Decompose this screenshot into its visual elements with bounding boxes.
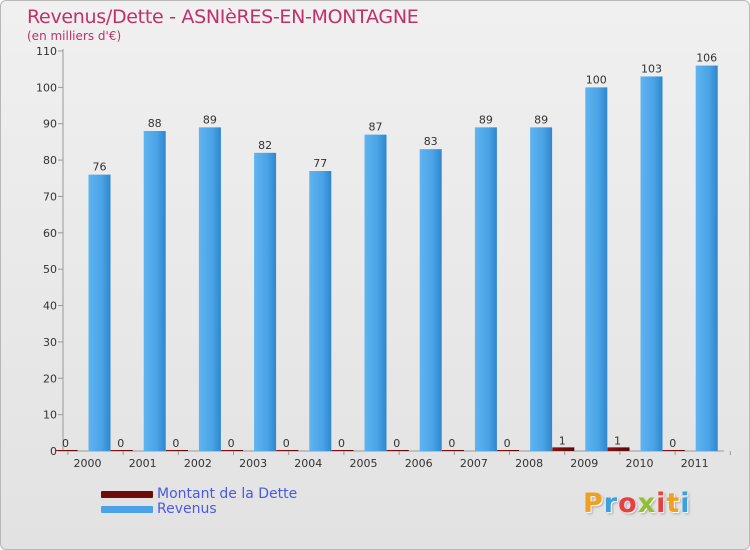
- x-tick-label: 2001: [129, 457, 157, 470]
- revenus-data-label: 106: [696, 52, 717, 65]
- dette-data-label: 0: [283, 437, 290, 450]
- revenus-bar: [530, 127, 553, 451]
- dette-data-label: 0: [62, 437, 69, 450]
- dette-data-label: 0: [393, 437, 400, 450]
- revenus-data-label: 76: [93, 161, 107, 174]
- dette-bar: [276, 450, 299, 451]
- bar-layer: [55, 65, 718, 452]
- logo-letter: i: [656, 488, 667, 519]
- legend-swatch-revenus: [101, 505, 153, 513]
- dette-data-label: 0: [117, 437, 124, 450]
- revenus-bar: [474, 127, 497, 451]
- x-tick-label: 2004: [294, 457, 322, 470]
- revenus-bar: [309, 171, 332, 451]
- chart-title: Revenus/Dette - ASNIèRES-EN-MONTAGNE: [27, 6, 419, 28]
- revenus-data-label: 100: [586, 73, 607, 86]
- chart-subtitle: (en milliers d'€): [27, 29, 122, 43]
- dette-bar: [441, 450, 464, 451]
- y-tick-label: 40: [43, 300, 57, 313]
- x-tick-label: 2009: [570, 457, 598, 470]
- dette-bar: [497, 450, 520, 451]
- legend-swatch-dette: [101, 490, 153, 498]
- revenus-bar: [88, 174, 111, 452]
- proxiti-logo: Proxiti: [583, 488, 691, 519]
- revenus-data-label: 83: [424, 135, 438, 148]
- dette-data-label: 0: [172, 437, 179, 450]
- y-tick-label: 100: [36, 81, 57, 94]
- x-tick-label: 2000: [74, 457, 102, 470]
- y-tick-label: 10: [43, 409, 57, 422]
- dette-data-label: 0: [669, 437, 676, 450]
- x-tick-label: 2007: [460, 457, 488, 470]
- dette-data-label: 1: [559, 434, 566, 447]
- x-tick-label: 2002: [184, 457, 212, 470]
- revenus-bar: [364, 134, 387, 452]
- dette-data-label: 0: [338, 437, 345, 450]
- y-tick-label: 60: [43, 227, 57, 240]
- y-tick-label: 70: [43, 190, 57, 203]
- dette-data-label: 1: [614, 434, 621, 447]
- y-tick-label: 90: [43, 118, 57, 131]
- dette-bar: [221, 450, 244, 451]
- logo-letter: r: [603, 488, 619, 519]
- dette-bar: [331, 450, 354, 451]
- dette-bar: [662, 450, 685, 451]
- dette-bar: [607, 447, 630, 451]
- dette-bar: [552, 447, 575, 451]
- label-layer: 0 76 0 88 0 89 0 82 0 77 0 87 0 83 0 89 0 89 1 100 1 103 0 106: [62, 52, 717, 450]
- revenus-bar: [198, 127, 221, 451]
- dette-bar: [55, 450, 78, 451]
- logo-letter: x: [637, 488, 657, 519]
- revenus-bar: [254, 152, 277, 451]
- revenus-bar: [695, 65, 718, 451]
- revenus-data-label: 87: [369, 121, 383, 134]
- y-tick-label: 110: [36, 45, 57, 58]
- dette-bar: [165, 450, 188, 451]
- dette-data-label: 0: [448, 437, 455, 450]
- logo-letter: t: [666, 488, 681, 519]
- y-tick-label: 50: [43, 263, 57, 276]
- revenus-data-label: 77: [313, 157, 327, 170]
- logo-letter: P: [583, 488, 604, 519]
- revenus-bar: [143, 131, 166, 451]
- legend-label-dette: Montant de la Dette: [157, 486, 298, 502]
- dette-data-label: 0: [228, 437, 235, 450]
- x-tick-label: 2006: [405, 457, 433, 470]
- revenus-data-label: 103: [641, 62, 662, 75]
- x-tick-label: 2010: [626, 457, 654, 470]
- revenus-bar: [585, 87, 608, 451]
- legend-item-revenus: Revenus: [101, 502, 297, 517]
- dette-bar: [386, 450, 409, 451]
- x-tick-label: 2003: [239, 457, 267, 470]
- revenus-data-label: 89: [479, 113, 493, 126]
- y-tick-label: 30: [43, 336, 57, 349]
- revenus-data-label: 89: [203, 113, 217, 126]
- logo-letter: i: [680, 488, 691, 519]
- y-tick-label: 0: [50, 445, 57, 458]
- revenus-bar: [640, 76, 663, 452]
- revenus-data-label: 82: [258, 139, 272, 152]
- logo-letter: o: [618, 488, 638, 519]
- revenus-data-label: 88: [148, 117, 162, 130]
- dette-bar: [110, 450, 133, 451]
- x-tick-label: 2008: [515, 457, 543, 470]
- legend: Montant de la Dette Revenus: [101, 487, 297, 517]
- x-tick-label: 2005: [350, 457, 378, 470]
- legend-item-dette: Montant de la Dette: [101, 487, 297, 502]
- legend-label-revenus: Revenus: [157, 501, 217, 517]
- y-tick-label: 20: [43, 372, 57, 385]
- revenus-data-label: 89: [534, 113, 548, 126]
- x-tick-label: 2011: [681, 457, 709, 470]
- y-tick-label: 80: [43, 154, 57, 167]
- revenus-bar: [419, 149, 442, 451]
- dette-data-label: 0: [504, 437, 511, 450]
